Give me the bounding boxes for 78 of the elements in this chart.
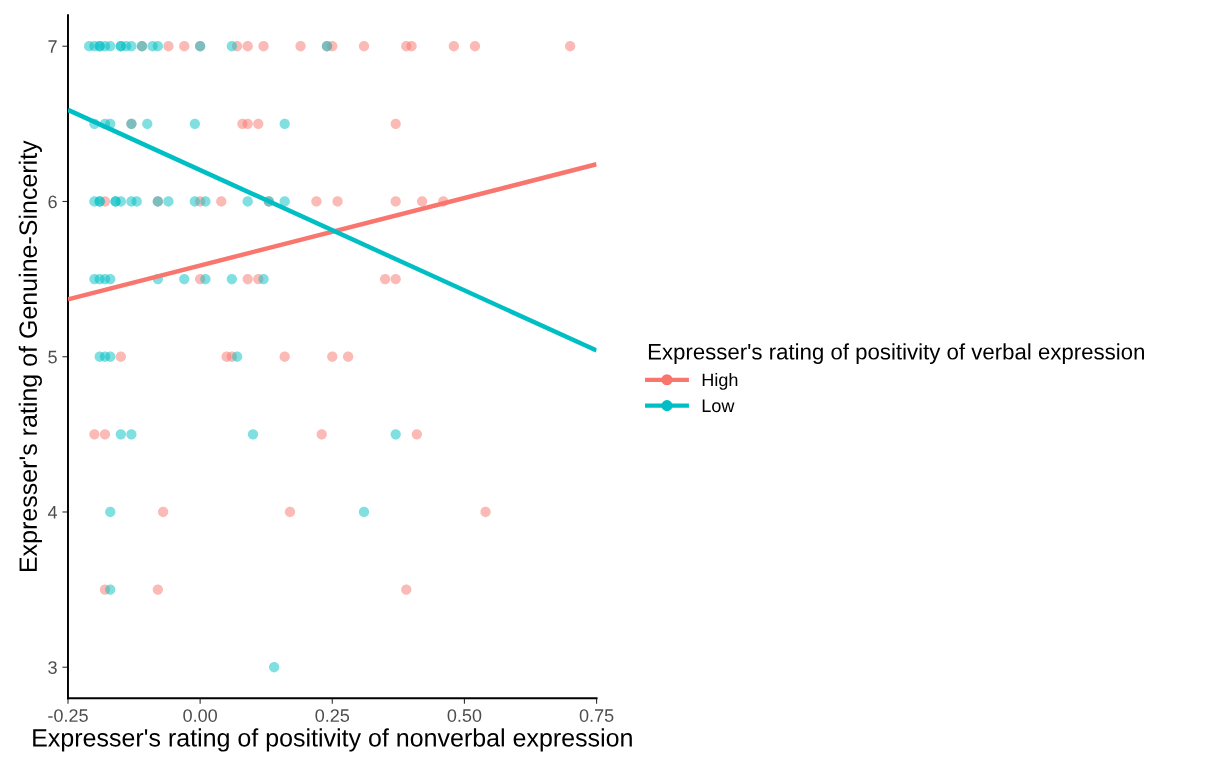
point: [115, 429, 126, 440]
point: [179, 273, 190, 285]
y-tick-label: 7: [48, 40, 57, 53]
point: [316, 429, 327, 440]
point: [189, 118, 200, 130]
y-axis-title: Expresser's rating of Genuine-Sincerity: [18, 140, 42, 572]
point: [105, 273, 116, 285]
point: [448, 41, 460, 52]
point: [163, 41, 174, 52]
point: [242, 118, 253, 130]
point: [390, 429, 401, 440]
point: [295, 41, 306, 52]
x-tick-label: -0.25: [48, 709, 88, 722]
point: [279, 196, 290, 207]
point: [157, 506, 169, 518]
point: [89, 429, 100, 440]
point: [242, 196, 253, 207]
point: [332, 196, 343, 207]
y-tick-label: 4: [47, 506, 58, 519]
x-tick-label: 0.00: [183, 709, 217, 722]
point: [231, 351, 243, 362]
point: [105, 41, 116, 52]
point: [258, 273, 269, 285]
point: [284, 506, 296, 518]
point: [416, 196, 428, 207]
point: [480, 506, 491, 518]
point: [342, 351, 354, 362]
point: [216, 196, 227, 207]
point: [105, 351, 116, 362]
y-tick-label: 3: [48, 661, 57, 674]
point: [200, 196, 211, 207]
point: [311, 196, 322, 207]
y-tick-label: 6: [48, 195, 57, 209]
x-tick-label: 0.25: [315, 709, 350, 722]
legend-title: Expresser's rating of positivity of verbal expression: [648, 343, 1144, 364]
point: [226, 273, 237, 285]
point: [390, 196, 401, 207]
point: [152, 584, 163, 595]
point: [258, 41, 269, 52]
point: [189, 196, 200, 207]
point: [126, 41, 137, 52]
point: [152, 41, 163, 52]
point: [279, 351, 290, 362]
x-axis-title: Expresser's rating of positivity of nonverbal expression: [33, 728, 632, 752]
point: [105, 584, 116, 595]
point: [200, 273, 211, 285]
point: [406, 41, 417, 52]
point: [565, 41, 576, 52]
point: [268, 662, 280, 673]
point: [242, 273, 253, 285]
point: [247, 429, 259, 440]
point: [179, 41, 190, 52]
point: [142, 118, 153, 130]
point: [279, 118, 290, 130]
point: [126, 429, 137, 440]
x-tick-label: 0.50: [447, 709, 482, 722]
point: [242, 41, 253, 52]
point: [469, 41, 481, 52]
point: [379, 273, 391, 285]
point: [115, 196, 126, 207]
point: [411, 429, 423, 440]
point: [327, 351, 338, 362]
point: [163, 196, 174, 207]
point: [358, 41, 370, 52]
legend-label: High: [702, 373, 738, 390]
point: [115, 351, 126, 362]
point: [390, 118, 401, 130]
point: [99, 429, 111, 440]
point: [131, 196, 142, 207]
x-tick-label: 0.75: [579, 709, 614, 722]
point: [390, 273, 401, 285]
point: [401, 584, 412, 595]
legend-label: Low: [702, 399, 735, 413]
point: [253, 118, 264, 130]
point: [226, 41, 237, 52]
point: [358, 506, 370, 518]
y-tick-label: 5: [48, 350, 57, 364]
point: [105, 506, 116, 518]
